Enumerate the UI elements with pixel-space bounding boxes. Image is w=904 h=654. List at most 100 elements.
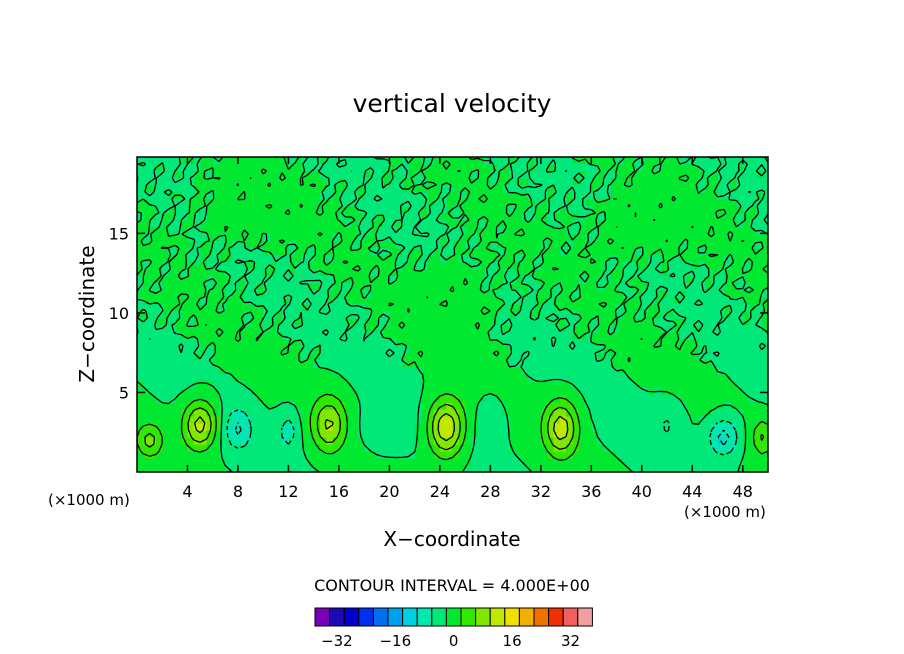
field-cell [496,248,504,256]
field-cell [395,374,403,382]
field-cell [736,157,744,165]
field-cell [263,290,271,298]
field-cell [319,318,327,326]
field-cell [307,318,315,326]
field-cell [237,269,245,277]
field-cell [616,444,624,452]
field-cell [496,332,504,340]
field-cell [174,374,182,382]
field-cell [547,318,555,326]
field-cell [383,227,390,235]
field-cell [187,409,195,417]
field-cell [143,367,151,375]
field-cell [351,360,359,368]
field-cell [566,430,573,438]
field-cell [376,325,384,333]
colorbar-tick-label: 16 [503,632,522,650]
field-cell [673,283,681,291]
field-cell [641,388,649,396]
field-cell [137,297,144,305]
field-cell [484,458,491,466]
field-cell [654,318,662,326]
field-cell [168,178,176,186]
field-cell [219,416,226,424]
field-cell [673,290,681,298]
field-cell [294,451,302,459]
field-cell [641,395,649,403]
field-cell [730,437,738,445]
field-cell [332,430,340,438]
field-cell [219,381,226,389]
field-cell [357,157,365,165]
field-cell [338,325,346,333]
field-cell [395,416,403,424]
field-cell [200,234,208,242]
field-cell [673,276,681,284]
field-cell [717,458,725,466]
field-cell [383,346,390,354]
field-cell [509,206,517,214]
field-cell [307,290,315,298]
field-cell [345,367,353,375]
field-cell [635,430,643,438]
field-cell [629,465,637,472]
field-cell [585,374,592,382]
colorbar-swatch [562,607,579,627]
field-cell [275,444,283,452]
field-cell [364,157,372,165]
field-cell [345,339,353,347]
field-cell [193,220,201,228]
field-cell [641,465,649,472]
field-cell [717,465,725,472]
field-cell [402,451,409,459]
field-cell [282,416,290,424]
field-cell [616,388,624,396]
field-cell [212,262,220,270]
field-cell [622,437,630,445]
field-cell [395,346,403,354]
field-cell [181,206,189,214]
field-cell [446,234,454,242]
field-cell [137,178,144,186]
field-cell [540,437,548,445]
field-cell [622,444,630,452]
field-cell [326,185,334,193]
field-cell [433,206,441,214]
field-cell [414,262,422,270]
field-cell [389,367,397,375]
field-cell [351,339,359,347]
field-cell [452,430,460,438]
field-cell [648,423,656,431]
field-cell [610,444,618,452]
field-cell [496,318,504,326]
field-cell [755,360,763,368]
field-cell [477,423,485,431]
colorbar-swatch [475,607,491,627]
field-cell [559,199,567,207]
field-cell [521,157,529,165]
field-cell [648,451,656,459]
field-cell [572,416,580,424]
field-cell [755,332,763,340]
field-cell [282,458,290,466]
field-cell [502,157,510,165]
field-cell [389,402,397,410]
field-cell [648,297,656,305]
field-cell [509,290,517,298]
field-cell [698,339,706,347]
field-cell [237,423,245,431]
field-cell [648,395,656,403]
field-cell [301,276,308,284]
field-cell [420,255,428,263]
field-cell [755,185,763,193]
field-cell [736,304,744,312]
field-cell [313,339,321,347]
field-cell [143,192,151,200]
field-cell [553,178,561,186]
field-cell [338,430,346,438]
field-cell [723,325,731,333]
field-cell [521,276,529,284]
field-cell [749,171,756,179]
field-cell [578,192,586,200]
field-cell [698,332,706,340]
